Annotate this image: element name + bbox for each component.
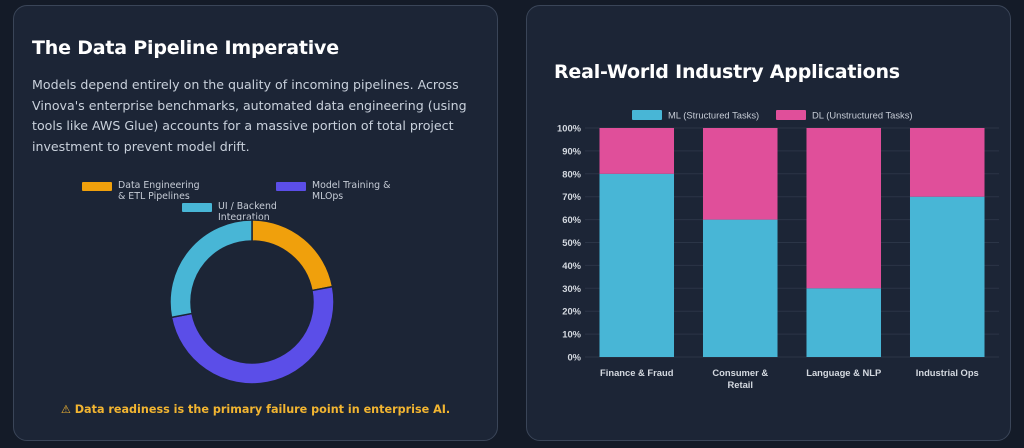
bar-legend-label-ml[interactable]: ML (Structured Tasks) <box>668 110 759 121</box>
legend-label-model-training[interactable]: Model Training & MLOps <box>312 180 391 202</box>
y-tick-label: 100% <box>557 123 582 134</box>
bar-ml-3[interactable] <box>909 196 985 357</box>
y-tick-label: 20% <box>562 306 581 317</box>
x-category-label: Retail <box>727 379 753 390</box>
warning-note: ⚠ Data readiness is the primary failure … <box>14 403 497 416</box>
warning-text: Data readiness is the primary failure po… <box>74 403 451 416</box>
bar-legend-swatch-dl[interactable] <box>776 110 806 120</box>
donut-slice-ui-backend[interactable] <box>169 219 253 319</box>
legend-label-data-engineering[interactable]: Data Engineering & ETL Pipelines <box>118 180 200 202</box>
y-tick-label: 30% <box>562 283 581 294</box>
pipeline-description: Models depend entirely on the quality of… <box>32 77 467 154</box>
x-category-label: Consumer & <box>712 367 768 378</box>
y-tick-label: 0% <box>567 352 581 363</box>
bar-dl-2[interactable] <box>806 128 882 289</box>
donut-slice-data-engineering[interactable] <box>251 219 334 292</box>
warning-icon: ⚠ <box>60 403 71 416</box>
stacked-bar-chart: ML (Structured Tasks) DL (Unstructured Ta… <box>557 110 999 390</box>
legend-swatch-ui-backend[interactable] <box>182 203 212 212</box>
bar-legend-label-dl[interactable]: DL (Unstructured Tasks) <box>812 110 913 121</box>
x-category-label: Language & NLP <box>806 367 881 378</box>
bar-ml-0[interactable] <box>599 173 675 357</box>
legend-swatch-model-training[interactable] <box>276 182 306 191</box>
pipeline-card-title: The Data Pipeline Imperative <box>32 37 339 59</box>
bar-ml-1[interactable] <box>702 219 778 357</box>
y-tick-label: 40% <box>562 260 581 271</box>
bar-dl-1[interactable] <box>702 128 778 220</box>
y-tick-label: 80% <box>562 168 581 179</box>
y-tick-label: 70% <box>562 191 581 202</box>
bar-dl-0[interactable] <box>599 128 675 174</box>
bar-ml-2[interactable] <box>806 288 882 357</box>
x-category-label: Industrial Ops <box>916 367 979 378</box>
legend-swatch-data-engineering[interactable] <box>82 182 112 191</box>
x-category-label: Finance & Fraud <box>600 367 674 378</box>
legend-label-ui-backend[interactable]: UI / Backend Integration <box>218 201 277 223</box>
pipeline-card: The Data Pipeline Imperative Models depe… <box>13 5 498 441</box>
donut-chart <box>169 219 335 385</box>
industry-card: Real-World Industry Applications ML (Str… <box>526 5 1011 441</box>
bar-dl-3[interactable] <box>909 128 985 197</box>
y-tick-label: 60% <box>562 214 581 225</box>
y-tick-label: 50% <box>562 237 581 248</box>
y-tick-label: 10% <box>562 329 581 340</box>
industry-card-title: Real-World Industry Applications <box>554 61 900 83</box>
donut-slice-model-training[interactable] <box>170 285 335 385</box>
bar-legend-swatch-ml[interactable] <box>632 110 662 120</box>
y-tick-label: 90% <box>562 145 581 156</box>
